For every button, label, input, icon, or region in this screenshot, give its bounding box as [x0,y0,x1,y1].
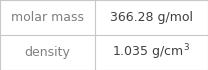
Text: molar mass: molar mass [11,11,84,24]
Text: 1.035 g/cm$^{3}$: 1.035 g/cm$^{3}$ [112,43,190,62]
Text: 366.28 g/mol: 366.28 g/mol [110,11,193,24]
Text: density: density [24,46,70,59]
